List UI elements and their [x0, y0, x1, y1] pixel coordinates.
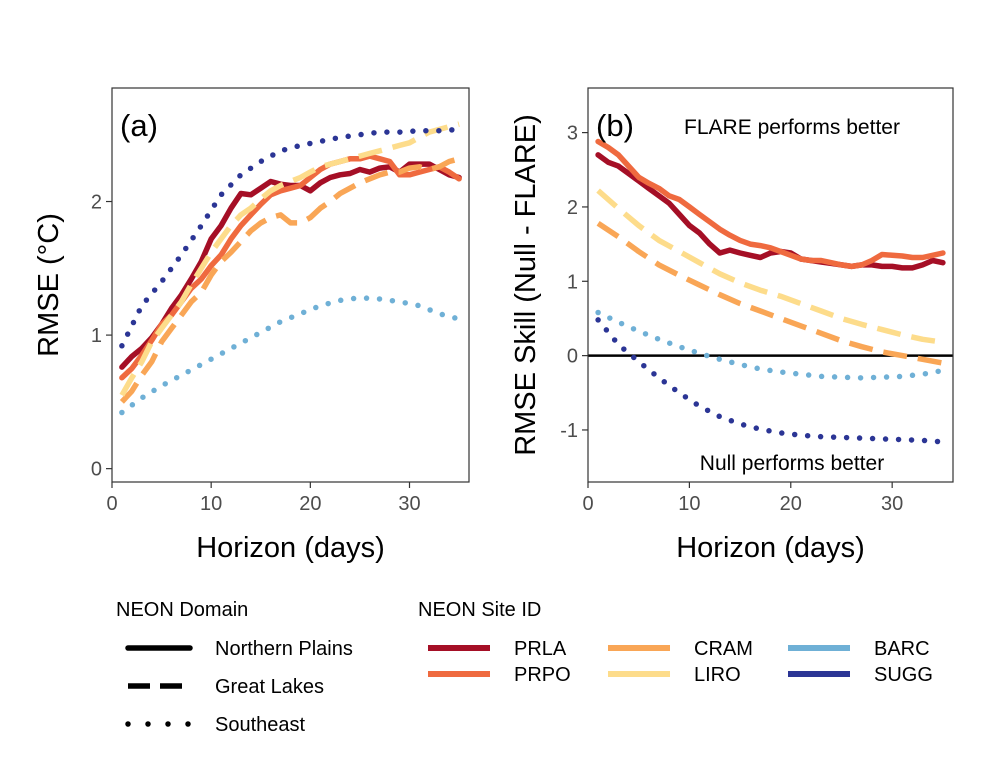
x-tick-label: 10	[678, 493, 700, 515]
series-line-cram	[119, 156, 460, 404]
x-tick-label: 30	[398, 493, 420, 515]
panel-label: (b)	[596, 108, 634, 143]
series-line-cram	[596, 221, 944, 366]
y-tick-label: 3	[567, 123, 578, 145]
series-line-sugg	[119, 126, 462, 349]
annotation-null-better: Null performs better	[700, 452, 884, 475]
x-tick-label: 20	[780, 493, 802, 515]
plot-frame	[111, 87, 470, 483]
y-tick-label: 2	[91, 192, 102, 214]
legend-site-label: LIRO	[694, 664, 741, 686]
series-line-prpo	[595, 138, 946, 270]
y-tick-label: 0	[91, 459, 102, 481]
series-line-barc	[119, 294, 462, 416]
legend-domain-label: Northern Plains	[215, 638, 353, 660]
series-line-prpo	[119, 153, 462, 381]
annotation-flare-better: FLARE performs better	[684, 116, 900, 139]
series-line-sugg	[595, 317, 946, 445]
series-line-prla	[595, 152, 946, 271]
y-axis-title: RMSE Skill (Null - FLARE)	[510, 114, 542, 456]
legend-domain-title: NEON Domain	[116, 599, 248, 621]
panel-b: 0 10 20 30 -1 0 1 2 3 Horizon (days) RMSE Skill (N…	[510, 87, 954, 564]
series-line-liro	[596, 188, 944, 345]
y-axis-title: RMSE (°C)	[33, 213, 65, 357]
panel-label: (a)	[120, 108, 158, 143]
legend-domain-label: Southeast	[215, 714, 306, 736]
x-axis-title: Horizon (days)	[676, 532, 865, 564]
y-tick-label: 1	[91, 325, 102, 347]
x-tick-label: 30	[881, 493, 903, 515]
panel-a: 0 10 20 30 0 1 2 Horizon (days) RMSE (°C) (a)	[33, 87, 470, 564]
legend-site-label: PRPO	[514, 664, 571, 686]
legend-site-title: NEON Site ID	[418, 599, 541, 621]
y-tick-label: 1	[567, 271, 578, 293]
x-tick-label: 0	[106, 493, 117, 515]
y-tick-label: 2	[567, 197, 578, 219]
series-line-liro	[119, 121, 460, 397]
legend-site-label: BARC	[874, 638, 930, 660]
legend-domains: Northern Plains Great Lakes Southeast	[125, 638, 353, 736]
x-axis-title: Horizon (days)	[196, 532, 385, 564]
plot-frame	[587, 87, 954, 483]
series-group	[595, 138, 946, 445]
y-tick-label: 0	[567, 346, 578, 368]
legend: NEON Domain Northern Plains Great Lakes So…	[116, 599, 933, 736]
series-group	[119, 121, 462, 416]
legend-site-label: PRLA	[514, 638, 567, 660]
y-tick-label: -1	[560, 420, 578, 442]
legend-sites: PRLA PRPO CRAM LIRO BARC SUGG	[428, 638, 933, 686]
series-line-barc	[595, 309, 946, 381]
series-line-prla	[119, 161, 462, 370]
legend-domain-label: Great Lakes	[215, 676, 324, 698]
x-tick-label: 20	[299, 493, 321, 515]
legend-site-label: SUGG	[874, 664, 933, 686]
legend-site-label: CRAM	[694, 638, 753, 660]
x-tick-label: 0	[582, 493, 593, 515]
x-tick-label: 10	[200, 493, 222, 515]
